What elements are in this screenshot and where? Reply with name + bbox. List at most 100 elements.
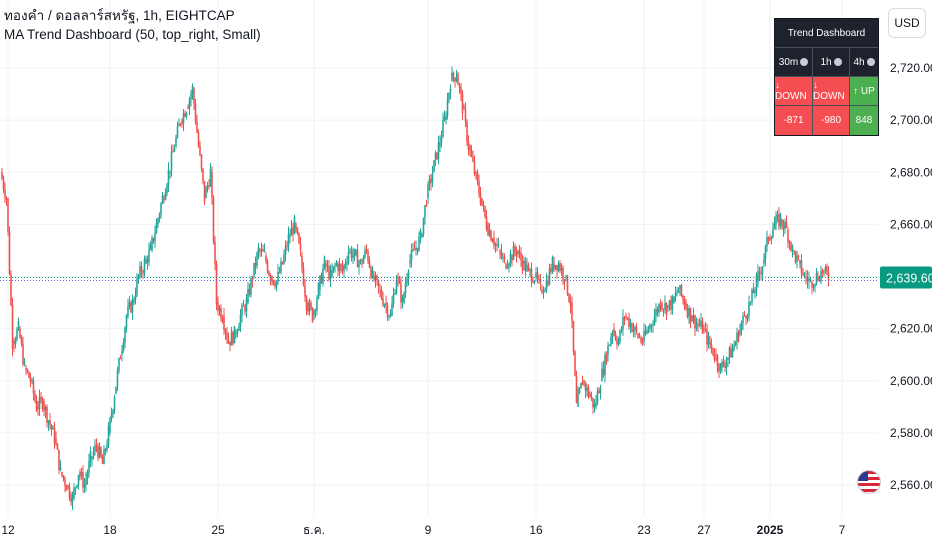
candle-body	[815, 273, 818, 284]
candle-body	[614, 333, 617, 340]
candle-body	[26, 369, 29, 372]
candle-body	[712, 347, 714, 356]
candle-body	[98, 447, 101, 458]
candle-body	[166, 185, 168, 194]
candle-body	[593, 403, 596, 408]
candle-body	[539, 279, 542, 283]
candle-body	[74, 487, 77, 489]
candle-body	[476, 172, 479, 182]
candle-body	[686, 308, 689, 317]
x-tick-label: 23	[637, 523, 651, 537]
candle-body	[499, 250, 501, 252]
candle-body	[28, 371, 30, 379]
candle-body	[778, 214, 780, 227]
candle-body	[65, 485, 68, 491]
candle-body	[443, 116, 446, 121]
candle-body	[17, 321, 20, 330]
candle-body	[518, 252, 521, 254]
candle-body	[781, 219, 783, 225]
candle-body	[490, 230, 492, 241]
candle-body	[272, 280, 275, 285]
candle-body	[470, 150, 473, 157]
candle-body	[302, 267, 305, 286]
candle-body	[406, 278, 408, 285]
candle-body	[556, 265, 558, 271]
x-tick-label: 12	[1, 523, 15, 537]
candle-body	[739, 329, 741, 334]
us-flag-icon[interactable]	[857, 470, 881, 494]
candle-body	[547, 281, 549, 285]
candle-body	[217, 302, 219, 311]
candle-body	[49, 419, 51, 426]
candle-body	[526, 265, 528, 272]
last-price-line	[0, 277, 878, 282]
currency-button[interactable]: USD	[888, 8, 926, 38]
candle-body	[478, 181, 480, 194]
candle-body	[548, 268, 551, 285]
candle-body	[220, 307, 222, 319]
candle-body	[52, 427, 54, 430]
candle-body	[544, 289, 546, 292]
candle-body	[758, 271, 761, 274]
candle-body	[319, 275, 321, 290]
candle-body	[623, 317, 626, 319]
candle-body	[221, 318, 224, 322]
candle-body	[383, 304, 386, 306]
candle-body	[475, 172, 477, 174]
candle-body	[596, 390, 599, 403]
candle-body	[641, 341, 644, 344]
time-axis[interactable]: 12 18 25 ธ.ค. 9 16 23 27 2025 7	[0, 517, 932, 550]
candle-body	[91, 456, 93, 459]
candle-body	[689, 307, 692, 323]
candle-body	[634, 326, 636, 330]
x-tick-label: ธ.ค.	[303, 523, 325, 537]
candle-body	[527, 265, 530, 267]
candle-body	[412, 248, 414, 251]
candle-body	[311, 308, 314, 322]
candle-body	[97, 445, 99, 458]
price-axis[interactable]: 2,720.002,700.002,680.002,660.002,640.00…	[880, 61, 932, 492]
candle-body	[367, 250, 369, 262]
candle-body	[664, 303, 666, 310]
candle-body	[362, 257, 365, 264]
candle-body	[740, 323, 743, 330]
candle-body	[454, 77, 456, 82]
candle-body	[428, 178, 431, 185]
candle-body	[410, 250, 413, 261]
candle-body	[247, 288, 249, 303]
candle-body	[550, 268, 552, 272]
candle-body	[733, 345, 735, 350]
candle-body	[718, 366, 720, 372]
y-tick-label: 2,720.00	[890, 61, 932, 75]
candle-body	[316, 298, 318, 311]
candle-body	[557, 263, 560, 271]
candle-body	[461, 93, 464, 114]
candle-body	[277, 271, 279, 282]
value-4h: 848	[850, 106, 878, 135]
candle-body	[821, 270, 824, 274]
candle-body	[463, 107, 465, 110]
candle-body	[773, 223, 776, 230]
candle-body	[466, 121, 468, 142]
candle-body	[670, 300, 672, 310]
candle-body	[382, 298, 384, 306]
candle-body	[184, 113, 186, 117]
candle-body	[665, 303, 668, 316]
candle-body	[58, 449, 60, 471]
indicator-title[interactable]: MA Trend Dashboard (50, top_right, Small…	[4, 27, 261, 42]
candle-body	[635, 326, 638, 332]
candle-body	[337, 263, 339, 272]
candle-body	[398, 279, 401, 284]
candle-body	[805, 276, 807, 278]
candle-body	[500, 251, 503, 258]
candle-body	[242, 305, 245, 307]
candle-body	[350, 249, 353, 259]
candle-body	[577, 392, 579, 407]
candle-body	[394, 293, 396, 295]
symbol-title[interactable]: ทองคำ / ดอลลาร์สหรัฐ, 1h, EIGHTCAP	[4, 8, 235, 23]
candle-body	[251, 278, 254, 281]
candle-body	[734, 342, 737, 346]
candle-body	[803, 274, 806, 276]
candle-body	[193, 88, 195, 104]
